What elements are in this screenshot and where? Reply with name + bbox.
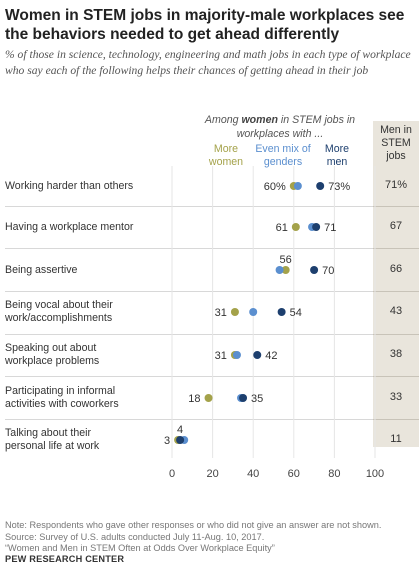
dot-more-men — [310, 266, 319, 274]
dot-more-women — [281, 266, 290, 274]
report-title-line: “Women and Men in STEM Often at Odds Ove… — [5, 543, 275, 553]
dot-more-women — [230, 308, 239, 316]
row-separator — [5, 419, 373, 420]
dot-label-right: 35 — [251, 393, 263, 405]
legend-among-bold: women — [241, 114, 278, 126]
dot-label-left: 18 — [188, 393, 200, 405]
men-in-stem-value: 38 — [389, 348, 403, 360]
legend-among-caption: Among women in STEM jobs in workplaces w… — [196, 114, 364, 141]
row-label-line: Speaking out about — [5, 342, 97, 354]
row-label-line: workplace problems — [5, 355, 100, 367]
dot-more-women — [291, 223, 300, 231]
legend-men-in-stem-jobs: Men in STEM jobs — [380, 124, 412, 162]
men-in-stem-panel — [373, 121, 419, 447]
dot-label-left: 60% — [264, 181, 286, 193]
row-label-line: Working harder than others — [5, 179, 134, 192]
row-label: Being assertive — [5, 264, 77, 277]
source-org: PEW RESEARCH CENTER — [5, 554, 125, 564]
row-separator — [5, 206, 373, 207]
row-label-line: Talking about their — [5, 427, 91, 439]
row-label: Working harder than others — [5, 180, 133, 193]
x-tick-label: 40 — [247, 468, 259, 480]
dot-more-men — [176, 436, 185, 444]
dot-even-mix — [232, 351, 241, 359]
dot-label-right: 54 — [290, 307, 302, 319]
dot-more-men — [316, 182, 325, 190]
dot-label-top: 56 — [280, 254, 292, 266]
row-label-line: personal life at work — [5, 440, 100, 452]
panel-separator — [373, 419, 419, 420]
dot-label-left: 31 — [215, 350, 227, 362]
dot-label-top: 4 — [177, 424, 183, 436]
row-label-line: Having a workplace mentor — [5, 220, 134, 233]
row-label: Talking about their personal life at work — [5, 427, 99, 453]
chart-subtitle: % of those in science, technology, engin… — [5, 48, 411, 77]
dot-label-right: 71 — [324, 222, 336, 234]
note: Note: Respondents who gave other respons… — [5, 520, 417, 555]
legend-more-men: More men — [324, 143, 350, 168]
men-in-stem-value: 71% — [384, 179, 408, 191]
dot-more-women — [204, 394, 213, 402]
row-separator — [5, 334, 373, 335]
row-label: Participating in informal activities with… — [5, 385, 119, 411]
x-tick-label: 20 — [206, 468, 218, 480]
source-line: Source: Survey of U.S. adults conducted … — [5, 531, 265, 542]
men-in-stem-value: 33 — [389, 391, 403, 403]
men-in-stem-value: 66 — [389, 263, 403, 275]
row-label-line: activities with coworkers — [5, 398, 119, 410]
x-tick-label: 60 — [288, 468, 300, 480]
dot-label-left: 31 — [215, 307, 227, 319]
dot-even-mix — [249, 308, 258, 316]
panel-separator — [373, 206, 419, 207]
panel-separator — [373, 291, 419, 292]
row-label-line: Participating in informal — [5, 385, 116, 397]
legend-even-mix: Even mix of genders — [255, 143, 311, 168]
dot-label-left: 61 — [276, 222, 288, 234]
dot-more-men — [312, 223, 321, 231]
row-label-line: Being assertive — [5, 263, 78, 276]
row-separator — [5, 248, 373, 249]
men-in-stem-value: 67 — [389, 220, 403, 232]
row-label-line: work/accomplishments — [5, 312, 113, 324]
legend-among-prefix: Among — [204, 114, 242, 126]
row-label: Being vocal about their work/accomplishme… — [5, 299, 113, 325]
row-separator — [5, 291, 373, 292]
x-tick-label: 100 — [366, 468, 384, 480]
x-tick-label: 80 — [328, 468, 340, 480]
chart-title: Women in STEM jobs in majority-male work… — [5, 7, 405, 43]
row-label: Speaking out about workplace problems — [5, 342, 99, 368]
panel-separator — [373, 376, 419, 377]
panel-separator — [373, 334, 419, 335]
men-in-stem-value: 11 — [390, 433, 402, 445]
legend-more-women: More women — [208, 143, 244, 168]
x-tick-label: 0 — [169, 468, 175, 480]
row-separator — [5, 376, 373, 377]
panel-separator — [373, 248, 419, 249]
dot-label-right: 42 — [265, 350, 277, 362]
legend-among-suffix: in STEM jobs in workplaces with ... — [236, 114, 356, 140]
row-label-line: Being vocal about their — [5, 299, 113, 311]
note-line: Note: Respondents who gave other respons… — [5, 520, 382, 530]
dot-label-right: 70 — [322, 265, 334, 277]
dot-label-left: 3 — [164, 435, 170, 447]
dot-more-men — [277, 308, 286, 316]
row-label: Having a workplace mentor — [5, 221, 133, 234]
dot-more-men — [253, 351, 262, 359]
dot-even-mix — [275, 266, 284, 274]
men-in-stem-value: 43 — [389, 305, 403, 317]
dot-label-right: 73% — [328, 181, 350, 193]
dot-even-mix — [293, 182, 302, 190]
dot-more-men — [239, 394, 248, 402]
